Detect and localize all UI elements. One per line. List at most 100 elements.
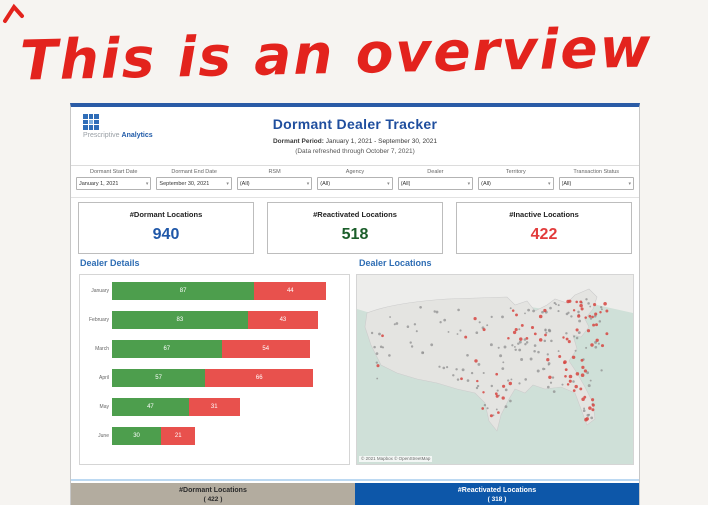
filter-dormant-end-date[interactable]: Dormant End Date September 30, 2021 ▾ bbox=[156, 168, 232, 193]
bar-segment-dormant[interactable]: 66 bbox=[205, 369, 314, 387]
stacked-bar: 87 44 bbox=[112, 282, 341, 300]
filter-dropdown[interactable]: (All) ▾ bbox=[317, 177, 393, 190]
bar-segment-reactivated[interactable]: 87 bbox=[112, 282, 255, 300]
chart-row: March 67 54 bbox=[84, 340, 341, 358]
filter-label: Dormant Start Date bbox=[90, 169, 138, 175]
brand-name: Prescriptive Analytics bbox=[83, 132, 173, 139]
filter-value: (All) bbox=[561, 180, 572, 187]
divider bbox=[71, 197, 639, 198]
chart-category-label: June bbox=[98, 433, 109, 439]
filter-territory[interactable]: Territory (All) ▾ bbox=[478, 168, 554, 193]
page-title: Dormant Dealer Tracker bbox=[272, 116, 438, 132]
map-location-dots bbox=[370, 298, 609, 422]
kpi-card--inactive-locations: #Inactive Locations 422 bbox=[456, 202, 632, 254]
chevron-down-icon: ▾ bbox=[548, 180, 551, 187]
tab-label: #Reactivated Locations bbox=[457, 487, 537, 494]
subtitle-dates: January 1, 2021 - September 30, 2021 bbox=[323, 138, 438, 145]
filter-value: January 1, 2021 bbox=[79, 180, 119, 187]
brand-name-blue: Analytics bbox=[121, 132, 153, 139]
bar-segment-dormant[interactable]: 44 bbox=[254, 282, 327, 300]
filter-value: (All) bbox=[400, 180, 411, 187]
chart-row: February 83 43 bbox=[84, 311, 341, 329]
filter-value: (All) bbox=[320, 180, 331, 187]
chevron-down-icon: ▾ bbox=[628, 180, 631, 187]
bar-segment-dormant[interactable]: 21 bbox=[161, 427, 196, 445]
filter-value: (All) bbox=[481, 180, 491, 187]
chart-category-label: March bbox=[95, 346, 109, 352]
data-refresh-note: (Data refreshed through October 7, 2021) bbox=[295, 148, 415, 155]
kpi-value: 518 bbox=[341, 226, 369, 243]
bar-segment-reactivated[interactable]: 30 bbox=[112, 427, 162, 445]
tab-count: ( 318 ) bbox=[487, 496, 507, 503]
filter-transaction-status[interactable]: Transaction Status (All) ▾ bbox=[558, 168, 634, 193]
tab-label: #Dormant Locations bbox=[179, 487, 247, 494]
bar-segment-dormant[interactable]: 54 bbox=[221, 340, 310, 358]
dashboard-window: Prescriptive Analytics Dormant Dealer Tr… bbox=[70, 103, 640, 505]
filter-value: September 30, 2021 bbox=[159, 180, 210, 187]
chart-row: April 57 66 bbox=[84, 369, 341, 387]
map-attribution: © 2021 Mapbox © OpenStreetMap bbox=[359, 456, 433, 462]
chart-row: May 47 31 bbox=[84, 398, 341, 416]
tab-bar: #Dormant Locations ( 422 ) #Reactivated … bbox=[71, 483, 639, 505]
kpi-card--reactivated-locations: #Reactivated Locations 518 bbox=[267, 202, 443, 254]
bar-segment-reactivated[interactable]: 47 bbox=[112, 398, 189, 416]
filter-row: Dormant Start Date January 1, 2021 ▾ Dorman… bbox=[76, 168, 634, 193]
chart-category-label: January bbox=[91, 288, 109, 294]
chart-category-label: April bbox=[98, 375, 109, 381]
tab-divider-line bbox=[71, 479, 639, 481]
chart-category-label: May bbox=[99, 404, 109, 410]
section-title-dealer-details: Dealer Details bbox=[80, 258, 140, 268]
filter-label: Territory bbox=[505, 169, 526, 175]
bar-segment-reactivated[interactable]: 67 bbox=[112, 340, 222, 358]
section-title-dealer-locations: Dealer Locations bbox=[359, 258, 432, 268]
tab-reactivated-locations[interactable]: #Reactivated Locations ( 318 ) bbox=[355, 483, 639, 505]
stacked-bar: 83 43 bbox=[112, 311, 341, 329]
dealer-locations-map[interactable]: © 2021 Mapbox © OpenStreetMap bbox=[356, 274, 634, 465]
dormant-period-subtitle: Dormant Period: January 1, 2021 - Septem… bbox=[71, 138, 639, 145]
kpi-value: 422 bbox=[530, 226, 558, 243]
filter-dropdown[interactable]: January 1, 2021 ▾ bbox=[76, 177, 152, 190]
filter-dormant-start-date[interactable]: Dormant Start Date January 1, 2021 ▾ bbox=[76, 168, 152, 193]
grid-logo-icon bbox=[83, 114, 99, 130]
subtitle-prefix: Dormant Period: bbox=[272, 138, 324, 145]
brand-name-gray: Prescriptive bbox=[83, 132, 120, 139]
filter-dropdown[interactable]: (All) ▾ bbox=[397, 177, 474, 190]
handwritten-annotation: This is an overview bbox=[19, 15, 654, 93]
stacked-bar: 57 66 bbox=[112, 369, 341, 387]
kpi-row: #Dormant Locations 940 #Reactivated Locati… bbox=[78, 202, 632, 254]
kpi-label: #Reactivated Locations bbox=[313, 210, 397, 219]
kpi-label: #Dormant Locations bbox=[129, 210, 203, 219]
stacked-bar: 67 54 bbox=[112, 340, 341, 358]
red-corner-mark-icon bbox=[3, 3, 24, 23]
filter-label: Transaction Status bbox=[573, 169, 620, 175]
filter-dropdown[interactable]: (All) ▾ bbox=[558, 177, 634, 190]
filter-rsm[interactable]: RSM (All) ▾ bbox=[236, 168, 313, 193]
dashboard-header: Prescriptive Analytics Dormant Dealer Tr… bbox=[71, 107, 639, 166]
tab-dormant-locations[interactable]: #Dormant Locations ( 422 ) bbox=[71, 483, 355, 505]
filter-label: RSM bbox=[268, 169, 281, 175]
dealer-details-chart-panel: January 87 44 February 83 43 March 67 54 April 57 6… bbox=[79, 274, 350, 465]
bar-segment-dormant[interactable]: 43 bbox=[247, 311, 319, 329]
filter-dealer[interactable]: Dealer (All) ▾ bbox=[397, 168, 474, 193]
filter-label: Dealer bbox=[427, 169, 444, 175]
chevron-down-icon: ▾ bbox=[387, 180, 390, 187]
filter-agency[interactable]: Agency (All) ▾ bbox=[317, 168, 393, 193]
filter-label: Agency bbox=[345, 169, 365, 175]
filter-dropdown[interactable]: (All) ▾ bbox=[236, 177, 313, 190]
bar-segment-reactivated[interactable]: 83 bbox=[112, 311, 248, 329]
kpi-label: #Inactive Locations bbox=[509, 210, 579, 219]
filter-dropdown[interactable]: September 30, 2021 ▾ bbox=[156, 177, 232, 190]
bar-segment-reactivated[interactable]: 57 bbox=[112, 369, 206, 387]
chart-row: June 30 21 bbox=[84, 427, 341, 445]
usa-map[interactable] bbox=[357, 275, 633, 464]
bar-segment-dormant[interactable]: 31 bbox=[188, 398, 240, 416]
chevron-down-icon: ▾ bbox=[226, 180, 229, 187]
chart-row: January 87 44 bbox=[84, 282, 341, 300]
filter-value: (All) bbox=[239, 180, 250, 187]
chevron-down-icon: ▾ bbox=[145, 180, 149, 187]
chart-category-label: February bbox=[88, 317, 109, 323]
filter-dropdown[interactable]: (All) ▾ bbox=[478, 177, 554, 190]
chevron-down-icon: ▾ bbox=[467, 180, 471, 187]
kpi-value: 940 bbox=[152, 226, 180, 243]
